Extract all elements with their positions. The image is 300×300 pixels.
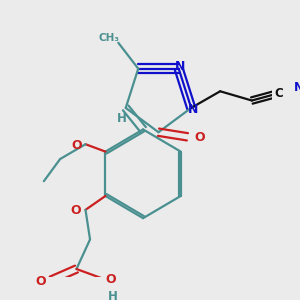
Text: O: O [106, 273, 116, 286]
Text: N: N [188, 103, 198, 116]
Text: N: N [175, 60, 186, 73]
Text: N: N [294, 81, 300, 94]
Text: O: O [35, 275, 46, 289]
Text: O: O [195, 131, 206, 144]
Text: CH₃: CH₃ [99, 33, 120, 43]
Text: C: C [274, 87, 284, 100]
Text: O: O [71, 139, 82, 152]
Text: O: O [70, 204, 81, 217]
Text: H: H [117, 112, 127, 125]
Text: H: H [108, 290, 118, 300]
